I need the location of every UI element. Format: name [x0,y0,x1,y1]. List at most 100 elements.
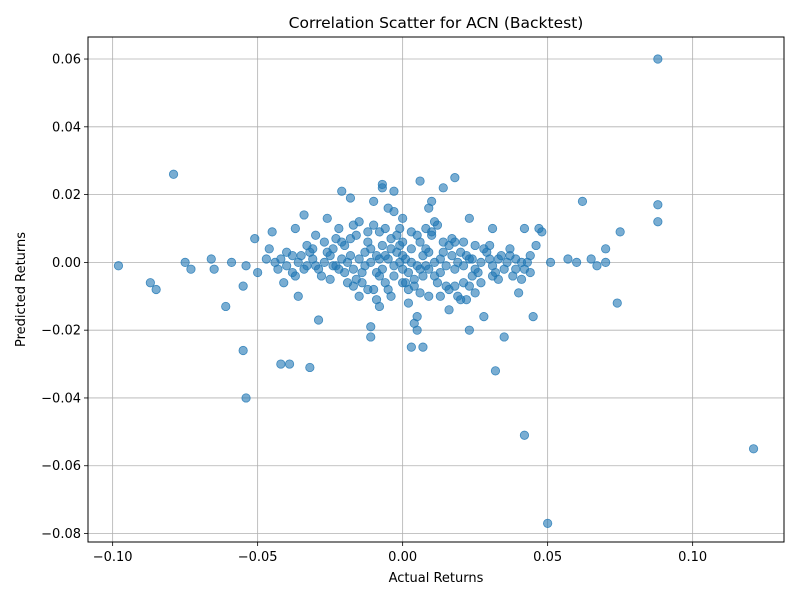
scatter-point [253,267,263,278]
scatter-point [444,284,454,295]
y-tick-label: −0.06 [41,459,81,474]
scatter-point [377,240,387,251]
scatter-point [421,261,431,271]
scatter-point [369,196,379,206]
scatter-point [389,271,399,281]
scatter-point [412,230,422,240]
scatter-point [424,291,434,301]
scatter-point [316,271,327,281]
scatter-point [438,183,448,193]
scatter-point [369,284,379,295]
scatter-point [441,261,451,271]
scatter-point [276,254,286,264]
scatter-point [601,244,611,254]
scatter-point [458,261,469,271]
scatter-point [511,264,521,274]
scatter-point [284,359,295,369]
scatter-point [319,257,329,267]
scatter-point [250,234,260,244]
scatter-point [572,257,582,267]
scatter-point [577,196,588,206]
scatter-point [337,186,347,196]
scatter-point [209,264,219,274]
scatter-point [389,261,399,271]
scatter-point [615,227,625,237]
scatter-point [305,362,315,373]
scatter-point [366,332,376,342]
x-axis-label: Actual Returns [389,571,484,586]
scatter-point [406,342,416,352]
scatter-point [450,173,460,183]
scatter-point [226,257,237,267]
scatter-point [206,254,216,264]
scatter-point [398,237,408,247]
y-axis-ticks: −0.08 −0.06 −0.04 −0.02 0.00 0.02 0.04 0.06 [41,53,88,542]
scatter-point [519,430,530,440]
scatter-point [748,444,759,454]
x-tick-label: 0.00 [388,550,417,565]
scatter-point [371,267,382,278]
scatter-point [389,186,399,196]
scatter-point [325,274,335,284]
scatter-point [331,234,341,244]
scatter-point [168,169,179,179]
scatter-point [348,281,358,291]
scatter-point [354,291,364,301]
y-tick-label: 0.02 [52,188,81,203]
scatter-point [464,281,474,291]
scatter-point [435,291,445,301]
scatter-point [293,291,303,301]
scatter-point [151,284,161,295]
scatter-point [348,264,358,274]
scatter-point [545,257,556,267]
scatter-point [586,254,596,264]
scatter-point [479,244,489,254]
scatter-point [395,223,405,234]
scatter-point [534,223,544,234]
scatter-point [412,325,422,335]
scatter-point [366,244,376,254]
scatter-point [363,227,373,237]
scatter-point [238,281,248,291]
scatter-point [267,227,277,237]
scatter-point [371,295,382,305]
scatter-point [528,312,538,322]
scatter-point [398,278,408,288]
scatter-point [424,203,434,213]
scatter-point [374,254,385,264]
scatter-point [653,54,663,64]
y-tick-label: 0.00 [52,256,81,271]
scatter-point [345,193,356,203]
scatter-point [470,240,480,251]
scatter-point [453,291,463,301]
scatter-point [531,240,541,251]
scatter-point [180,257,190,267]
plot-frame [87,36,785,543]
scatter-point [543,518,553,528]
scatter-point [511,254,521,264]
scatter-point [444,305,454,315]
scatter-point [337,254,347,264]
scatter-point [429,271,440,281]
y-tick-label: −0.02 [41,324,81,339]
scatter-point [287,251,298,261]
scatter-point [464,325,474,335]
scatter-point [380,223,390,234]
scatter-point [447,234,457,244]
x-axis-ticks: −0.10 −0.05 0.00 0.05 0.10 [93,542,707,565]
points-layer [113,54,759,528]
scatter-point [415,288,425,298]
scatter-point [464,213,474,223]
scatter-point [458,237,469,247]
scatter-point [313,315,324,325]
scatter-point [505,244,515,254]
scatter-point [429,217,440,227]
scatter-point [438,237,448,247]
y-tick-label: −0.08 [41,527,81,542]
scatter-point [322,213,332,223]
scatter-point [398,213,408,223]
scatter-point [241,393,251,403]
scatter-point [418,342,428,352]
scatter-point [499,332,509,342]
